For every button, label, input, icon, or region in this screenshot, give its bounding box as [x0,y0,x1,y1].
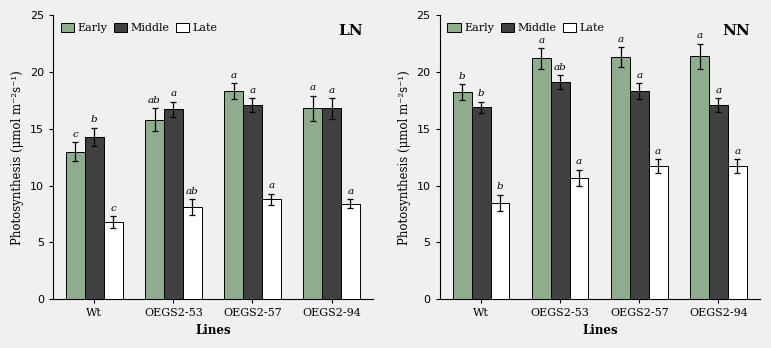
Text: b: b [497,182,503,191]
Bar [85,137,103,299]
Text: c: c [72,130,79,139]
Text: a: a [348,187,353,196]
Text: ab: ab [148,96,161,105]
Bar [453,93,472,299]
Text: b: b [478,89,484,98]
Bar [648,166,668,299]
Bar [303,108,322,299]
Text: a: a [328,86,335,95]
Text: a: a [715,86,722,95]
Bar [322,108,341,299]
Text: b: b [91,115,98,124]
X-axis label: Lines: Lines [195,324,231,337]
Bar [472,107,490,299]
Bar [570,178,588,299]
Bar [243,105,262,299]
Text: c: c [110,204,116,213]
Text: a: a [618,34,624,44]
Bar [550,82,570,299]
Text: a: a [249,86,255,95]
Text: LN: LN [338,24,363,38]
Bar [709,105,728,299]
Bar [66,151,85,299]
Y-axis label: Photosynthesis (μmol m⁻²s⁻¹): Photosynthesis (μmol m⁻²s⁻¹) [11,70,24,245]
Bar [164,110,183,299]
X-axis label: Lines: Lines [582,324,618,337]
Text: a: a [636,71,642,80]
Text: b: b [459,72,466,81]
Text: a: a [696,31,702,40]
Text: a: a [538,35,544,45]
Text: a: a [734,147,740,156]
Bar [630,91,648,299]
Bar [103,222,123,299]
Bar [224,91,243,299]
Text: ab: ab [186,187,199,196]
Bar [728,166,746,299]
Text: a: a [576,157,582,166]
Bar [341,204,360,299]
Bar [690,56,709,299]
Legend: Early, Middle, Late: Early, Middle, Late [446,21,607,35]
Text: ab: ab [554,63,567,72]
Text: a: a [268,181,274,190]
Text: a: a [231,71,237,80]
Text: NN: NN [722,24,750,38]
Text: a: a [310,84,316,93]
Text: a: a [170,89,177,98]
Legend: Early, Middle, Late: Early, Middle, Late [59,21,220,35]
Bar [145,120,164,299]
Text: a: a [655,147,662,156]
Y-axis label: Photosynthesis (μmol m⁻²s⁻¹): Photosynthesis (μmol m⁻²s⁻¹) [398,70,411,245]
Bar [490,203,510,299]
Bar [532,58,550,299]
Bar [262,199,281,299]
Bar [183,207,201,299]
Bar [611,57,630,299]
